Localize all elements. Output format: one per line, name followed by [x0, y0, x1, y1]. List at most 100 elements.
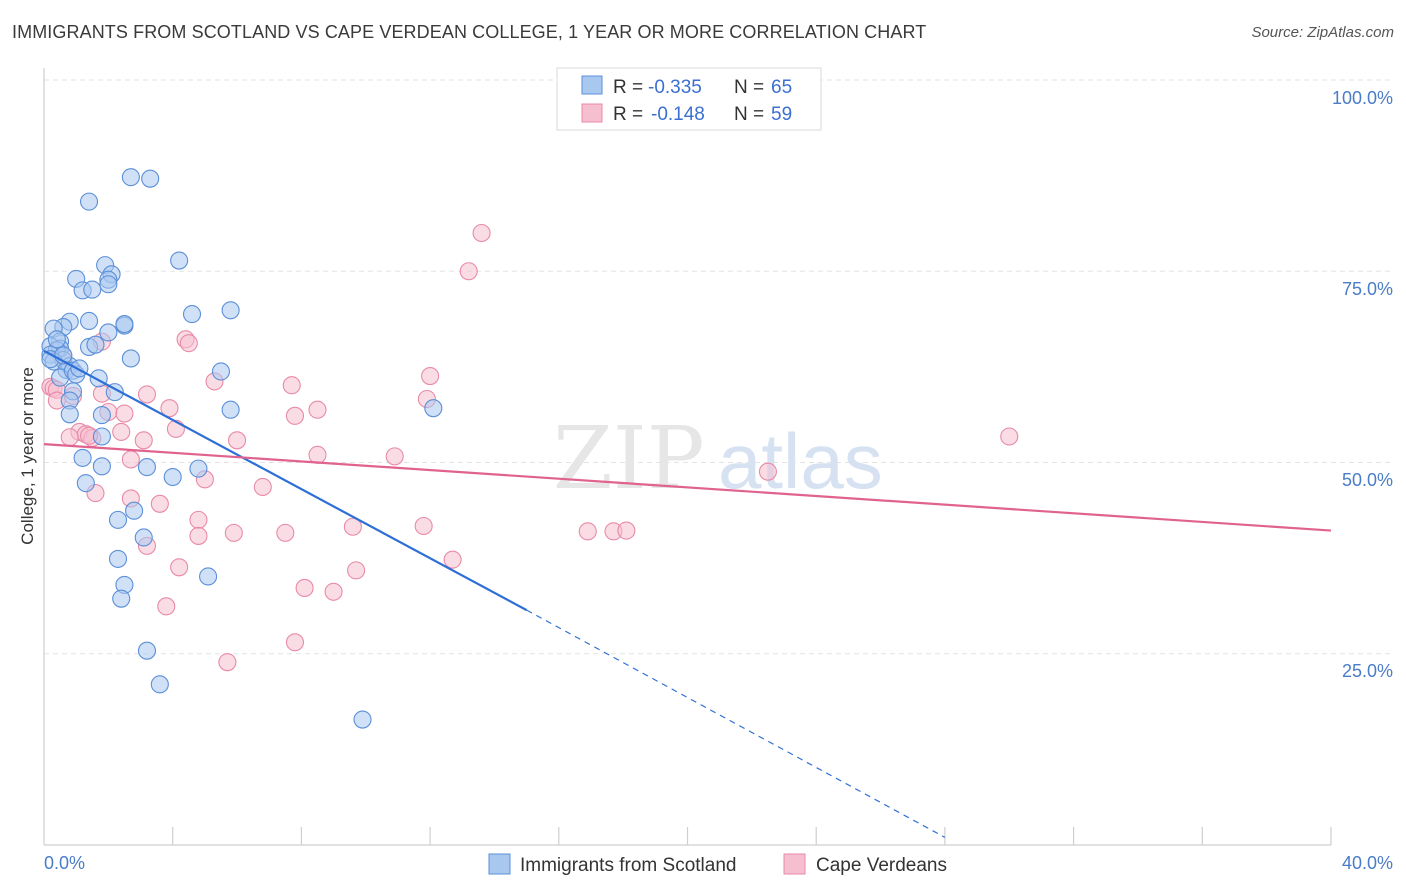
cape-verdeans-point-39: [189, 510, 208, 529]
scotland-point-3: [170, 251, 189, 270]
legend-label-scotland: Immigrants from Scotland: [520, 855, 736, 876]
gridlines: [44, 79, 1393, 655]
stats-r-value-scotland: -0.335: [648, 77, 702, 98]
source-credit: Source: ZipAtlas.com: [1251, 24, 1394, 41]
scotland-point-29: [121, 349, 140, 368]
cape-verdeans-point-56: [218, 653, 237, 672]
cape-verdeans-point-45: [578, 522, 597, 541]
y-tick-label-75: 75.0%: [1342, 279, 1393, 299]
scotland-point-55: [112, 589, 131, 608]
stats-r-label-scotland: R =: [613, 77, 643, 98]
scotland-point-50: [108, 510, 128, 529]
cape-verdeans-point-50: [170, 558, 189, 577]
cape-verdeans-points: [41, 223, 1019, 672]
stats-r-value-cape: -0.148: [651, 104, 705, 125]
stats-n-label-cape: N =: [734, 104, 764, 125]
scotland-point-33: [211, 362, 231, 381]
cape-verdeans-point-41: [343, 517, 362, 536]
stats-swatch-cape: [581, 103, 603, 123]
scotland-point-45: [137, 458, 157, 477]
cape-verdeans-trend-line: [43, 443, 1332, 532]
stats-box: R = -0.335 N = 65 R = -0.148 N = 59: [556, 67, 822, 131]
scotland-point-44: [92, 457, 111, 476]
stats-n-label-scotland: N =: [734, 77, 764, 98]
x-tick-label-min: 0.0%: [44, 853, 85, 873]
cape-verdeans-point-31: [385, 447, 404, 466]
cape-verdeans-point-32: [121, 450, 140, 469]
scotland-trend-extension: [526, 609, 946, 838]
chart-title: IMMIGRANTS FROM SCOTLAND VS CAPE VERDEAN…: [12, 22, 927, 42]
legend-swatch-scotland: [488, 853, 511, 875]
x-minor-ticks: [172, 827, 1332, 845]
scotland-point-56: [137, 641, 157, 660]
stats-swatch-scotland: [581, 75, 603, 95]
cape-verdeans-point-17: [308, 400, 327, 419]
scotland-point-2: [79, 192, 99, 211]
cape-verdeans-point-38: [150, 494, 169, 513]
scotland-point-19: [99, 323, 118, 342]
watermark-zip: ZIP: [553, 409, 705, 509]
scotland-point-64: [70, 359, 89, 378]
scotland-point-47: [163, 467, 182, 487]
cape-verdeans-point-53: [324, 582, 343, 601]
scotland-trend-line: [43, 349, 528, 612]
scotland-point-35: [105, 383, 124, 402]
legend: Immigrants from Scotland Cape Verdeans: [488, 853, 947, 876]
cape-verdeans-point-30: [308, 445, 327, 464]
cape-verdeans-point-47: [617, 521, 636, 540]
cape-verdeans-point-20: [285, 406, 305, 425]
cape-verdeans-point-1: [459, 262, 478, 281]
cape-verdeans-point-27: [228, 431, 247, 450]
stats-n-value-scotland: 65: [771, 77, 792, 98]
cape-verdeans-point-16: [160, 399, 179, 418]
scotland-point-40: [60, 405, 79, 424]
scotland-point-1: [141, 169, 160, 188]
cape-verdeans-point-44: [189, 526, 208, 545]
scotland-point-17: [115, 314, 134, 334]
cape-verdeans-point-54: [157, 597, 176, 616]
scotland-point-42: [92, 427, 111, 446]
cape-verdeans-point-55: [285, 633, 305, 652]
cape-verdeans-point-8: [282, 376, 301, 395]
legend-label-cape: Cape Verdeans: [816, 855, 947, 876]
scotland-point-8: [99, 275, 118, 294]
y-tick-label-50: 50.0%: [1342, 470, 1393, 490]
cape-verdeans-point-35: [253, 477, 272, 497]
scotland-point-51: [134, 528, 153, 547]
cape-verdeans-point-51: [347, 561, 366, 580]
y-axis-label: College, 1 year or more: [18, 367, 37, 545]
cape-verdeans-point-22: [112, 422, 131, 441]
scotland-point-49: [125, 501, 144, 520]
scotland-point-10: [83, 280, 102, 299]
scotland-point-52: [108, 549, 128, 568]
stats-r-label-cape: R =: [613, 104, 643, 125]
scotland-point-39: [424, 399, 443, 418]
cape-verdeans-point-25: [60, 428, 79, 447]
scotland-point-38: [221, 400, 240, 419]
cape-verdeans-point-0: [472, 223, 491, 243]
scotland-points: [41, 168, 443, 729]
scotland-point-0: [121, 168, 140, 187]
scotland-point-57: [150, 675, 169, 694]
scotland-point-53: [199, 567, 218, 586]
cape-verdeans-point-6: [421, 367, 440, 386]
y-tick-label-25: 25.0%: [1342, 661, 1393, 681]
stats-n-value-cape: 59: [771, 104, 792, 125]
scotland-point-58: [353, 710, 372, 729]
scotland-point-11: [221, 301, 240, 320]
cape-verdeans-point-28: [134, 431, 153, 450]
scotland-point-48: [76, 474, 95, 493]
cape-verdeans-point-42: [224, 523, 243, 542]
cape-verdeans-point-29: [1000, 427, 1019, 446]
scotland-point-41: [92, 406, 111, 425]
cape-verdeans-point-52: [295, 578, 314, 598]
cape-verdeans-point-3: [179, 334, 198, 353]
cape-verdeans-point-40: [414, 516, 433, 536]
cape-verdeans-point-33: [758, 462, 777, 481]
cape-verdeans-point-12: [137, 385, 157, 404]
x-tick-label-max: 40.0%: [1342, 853, 1393, 873]
scotland-point-46: [189, 459, 208, 478]
scotland-point-12: [182, 305, 202, 324]
cape-verdeans-point-49: [443, 550, 462, 569]
cape-verdeans-point-19: [115, 404, 134, 423]
